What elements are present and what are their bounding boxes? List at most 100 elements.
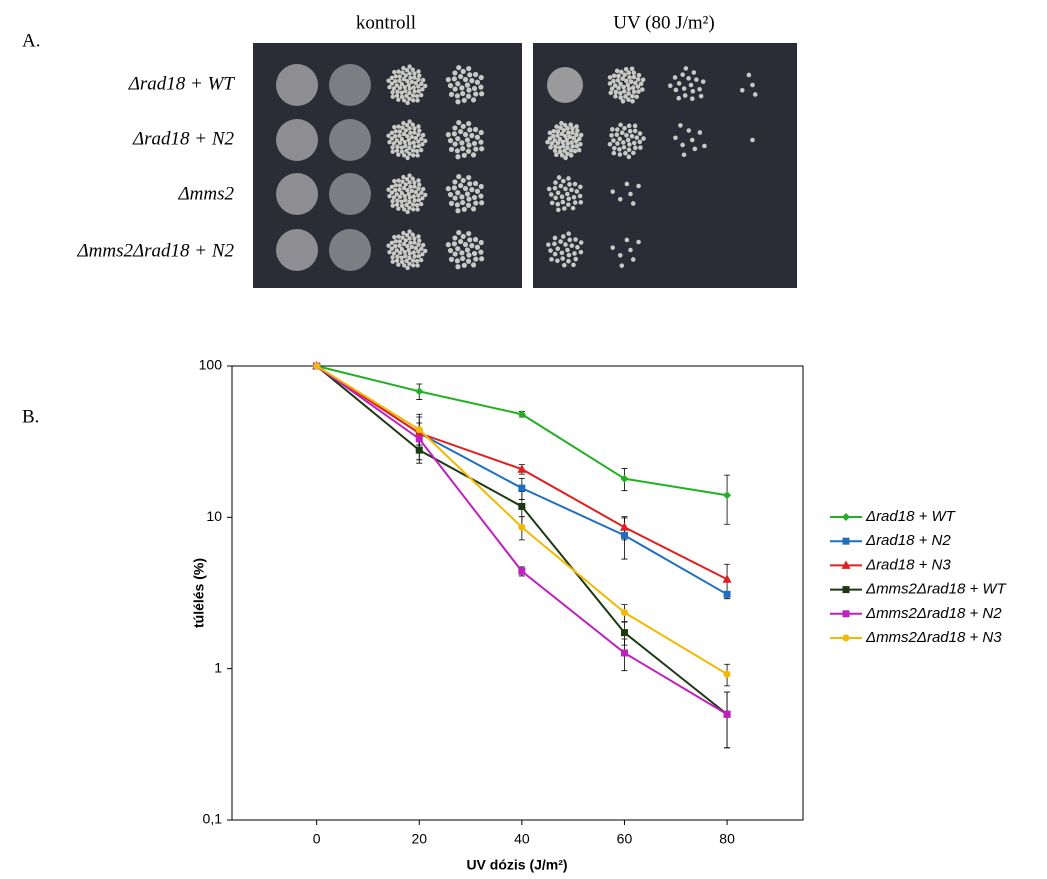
colony [455,190,461,196]
colony [393,239,398,244]
colony [566,231,571,236]
colony [418,257,424,263]
colony [566,258,571,264]
colony [563,242,568,247]
colony [410,232,415,237]
colony [558,125,563,130]
colony [615,78,621,83]
colony [570,205,576,211]
marker [518,502,526,510]
colony [570,130,575,135]
colony [569,187,574,193]
colony [402,193,407,199]
colony [467,181,473,187]
colony [410,93,416,98]
colony [387,193,392,199]
colony [578,249,584,255]
colony [407,119,412,124]
colony [624,181,630,187]
colony [419,190,424,196]
colony [454,202,460,208]
colony [611,73,617,79]
colony [454,148,460,154]
colony [459,194,465,200]
colony [451,76,457,82]
colony [407,126,412,131]
colony [549,200,555,206]
colony [560,199,566,205]
marker [517,464,527,473]
colony [400,179,405,184]
colony [399,81,405,87]
marker [313,362,321,370]
colony [460,199,466,206]
colony [614,68,620,74]
colony [618,95,624,100]
colony [552,185,558,191]
colony [411,153,416,158]
colony [631,74,637,80]
colony [555,246,561,252]
colony [478,74,484,81]
colony [408,240,413,246]
colony [471,140,478,147]
colony [697,130,703,135]
colony [392,178,397,184]
colony [672,75,678,80]
marker [620,531,628,539]
colony [405,78,410,84]
colony [626,147,632,153]
colony [464,247,471,253]
colony [559,120,564,126]
colony [420,77,426,83]
colony [615,141,620,146]
colony [400,125,405,130]
colony [577,193,583,199]
colony [558,239,563,244]
colony [686,76,691,81]
colony [615,127,620,132]
colony [407,255,412,261]
colony [612,83,618,88]
colony [630,98,635,104]
colony [474,79,481,85]
colony [628,247,633,253]
colony [478,249,484,255]
colony [621,84,626,90]
colony [452,125,458,131]
colony [401,174,406,180]
colony [399,90,404,95]
colony [566,176,571,181]
colony [460,68,466,75]
colony [397,194,403,200]
colony [410,67,415,72]
colony [407,199,412,205]
colony [399,136,405,142]
colony [414,93,420,99]
colony [390,255,395,260]
row-label: Δrad18 + WT [128,73,236,94]
colony [389,184,395,190]
colony [638,145,643,150]
colony [636,89,641,94]
colony [407,151,412,156]
colony [403,182,408,187]
colony [667,83,673,89]
colony [407,64,412,69]
colony [578,184,583,190]
colony [746,72,752,78]
colony [452,251,458,257]
colony [399,149,405,155]
spot [547,67,583,103]
y-axis-label: túlélés (%) [191,558,207,628]
colony [464,191,471,197]
colony [415,98,420,103]
colony [405,243,410,249]
colony [448,146,455,152]
colony [559,131,565,137]
colony [412,144,417,149]
colony [626,123,632,129]
marker [415,426,423,434]
colony [455,264,461,270]
colony [462,185,469,192]
